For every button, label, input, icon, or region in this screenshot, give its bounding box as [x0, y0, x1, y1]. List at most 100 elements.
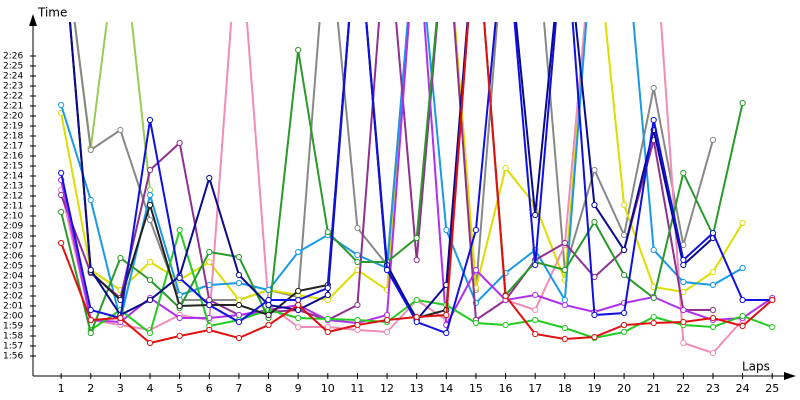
point [709, 268, 717, 276]
point [235, 311, 243, 319]
point [680, 169, 687, 177]
point [295, 301, 302, 309]
point [739, 322, 746, 330]
point [532, 306, 539, 314]
y-arrow [29, 14, 37, 26]
y-tick-label: 1:58 [3, 332, 23, 342]
point [650, 313, 657, 321]
point [265, 296, 272, 304]
x-tick-label: 3 [117, 382, 124, 395]
point [295, 248, 302, 256]
x-axis-title: Laps [742, 360, 770, 374]
point [620, 246, 628, 254]
series-line [68, 22, 469, 320]
point [680, 339, 687, 347]
point [176, 274, 183, 282]
point [413, 318, 420, 326]
point [561, 335, 568, 343]
y-tick-label: 1:59 [3, 322, 23, 332]
series-line [60, 22, 773, 335]
point [413, 256, 420, 264]
x-tick-label: 7 [235, 382, 242, 395]
point [117, 314, 124, 322]
point [709, 229, 717, 237]
point [383, 266, 391, 274]
point [739, 264, 746, 272]
x-tick-label: 5 [176, 382, 183, 395]
x-tick-label: 18 [558, 382, 572, 395]
point [265, 301, 272, 309]
point [58, 169, 65, 177]
x-arrow [784, 372, 796, 380]
x-tick-label: 1 [58, 382, 65, 395]
point [532, 291, 539, 299]
point [561, 296, 568, 304]
y-tick-label: 2:22 [3, 92, 23, 102]
y-tick-label: 2:15 [3, 162, 23, 172]
point [739, 296, 746, 304]
point [58, 208, 65, 216]
y-tick-label: 1:57 [3, 342, 23, 352]
point [532, 211, 539, 219]
point [650, 319, 657, 327]
point [680, 278, 687, 286]
point [769, 296, 776, 304]
point [354, 258, 361, 266]
point [235, 279, 243, 287]
point [206, 174, 213, 182]
point [709, 349, 717, 357]
y-tick-label: 2:12 [3, 192, 23, 202]
series-line [60, 22, 773, 329]
point [146, 166, 154, 174]
point [680, 306, 687, 314]
point [117, 254, 124, 262]
point [87, 316, 94, 324]
plot-area [58, 22, 776, 357]
y-tick-label: 2:04 [3, 272, 23, 282]
point [206, 326, 213, 334]
point [591, 166, 598, 174]
point [176, 139, 183, 147]
point [709, 323, 717, 331]
point [176, 226, 183, 234]
point [561, 324, 568, 332]
point [591, 333, 598, 341]
x-tick-label: 8 [265, 382, 272, 395]
point [680, 261, 687, 269]
point [58, 101, 65, 109]
point [146, 296, 154, 304]
point [324, 315, 331, 323]
point [472, 226, 480, 234]
point [443, 226, 450, 234]
point [709, 281, 717, 289]
point [620, 328, 628, 336]
point [650, 294, 657, 302]
point [383, 311, 391, 319]
point [502, 292, 509, 300]
point [176, 302, 183, 310]
point [739, 219, 746, 227]
point [206, 258, 213, 266]
point [265, 286, 272, 294]
point [324, 284, 331, 292]
point [561, 301, 568, 309]
y-tick-label: 2:05 [3, 262, 23, 272]
point [295, 323, 302, 331]
point [532, 261, 539, 269]
point [235, 253, 243, 261]
x-tick-label: 24 [736, 382, 750, 395]
x-tick-label: 6 [206, 382, 213, 395]
series-line [60, 22, 744, 321]
point [620, 309, 628, 317]
point [739, 99, 746, 107]
point [87, 306, 94, 314]
point [146, 116, 154, 124]
point [739, 312, 746, 320]
point [443, 311, 450, 319]
y-tick-label: 2:00 [3, 312, 23, 322]
point [354, 326, 361, 334]
point [620, 271, 628, 279]
point [146, 201, 154, 209]
point [295, 296, 302, 304]
